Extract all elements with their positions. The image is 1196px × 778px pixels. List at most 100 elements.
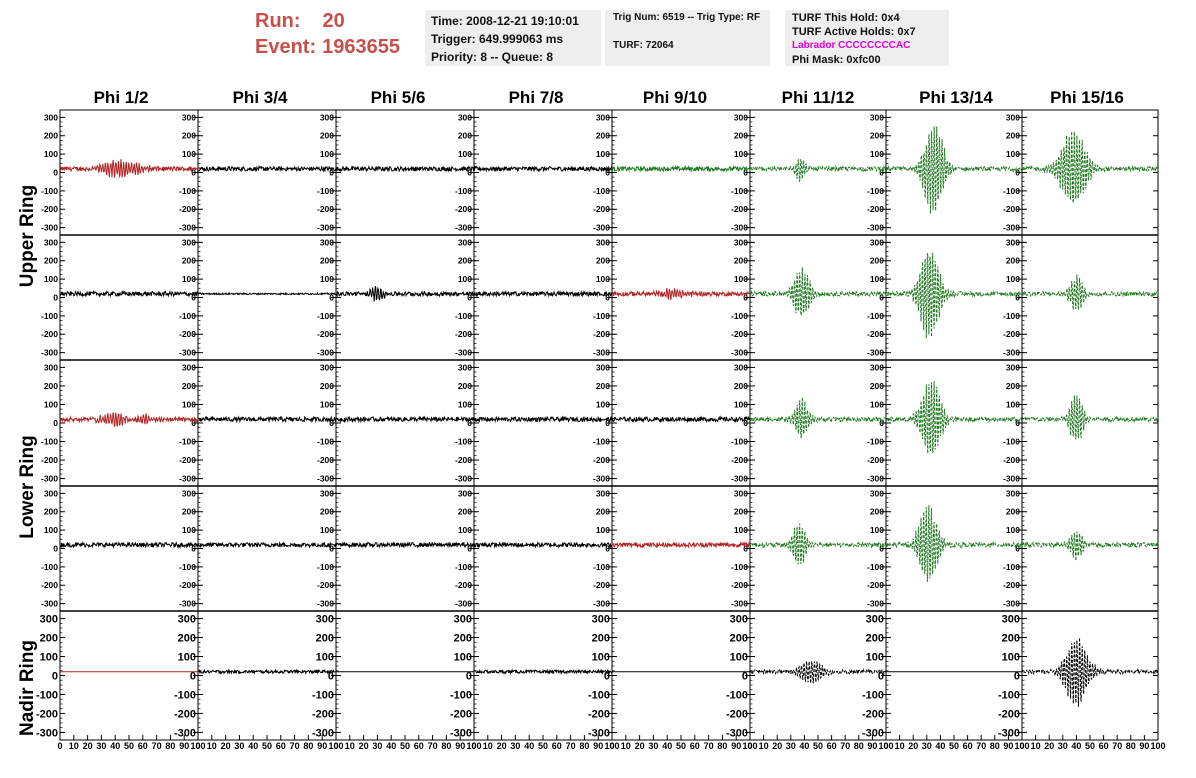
y-tick-label: -200 — [317, 204, 334, 214]
column-label-phi-9-10: Phi 9/10 — [642, 88, 708, 107]
y-tick-label: -300 — [179, 474, 196, 484]
waveform-trace-r1-c6 — [885, 252, 1023, 339]
y-tick-label: -200 — [731, 329, 748, 339]
y-tick-label: 100 — [866, 651, 884, 663]
turf-text: TURF: 72064 — [613, 40, 674, 51]
waveform-trace-r2-c4 — [611, 415, 751, 424]
x-tick-label: 70 — [976, 741, 986, 751]
x-tick-label: 30 — [648, 741, 658, 751]
x-tick-label: 90 — [317, 741, 327, 751]
y-tick-label: 0 — [191, 543, 196, 553]
y-tick-label: -200 — [455, 204, 472, 214]
y-tick-label: -200 — [731, 455, 748, 465]
y-tick-label: -100 — [593, 437, 610, 447]
y-tick-label: -200 — [867, 204, 884, 214]
y-tick-label: 200 — [178, 632, 196, 644]
x-tick-label: 20 — [635, 741, 645, 751]
y-tick-label: 0 — [52, 670, 58, 682]
column-label-phi-15-16: Phi 15/16 — [1050, 88, 1124, 107]
x-tick-label: 100 — [1014, 741, 1029, 751]
plot-panel-frame — [473, 485, 613, 612]
y-tick-label: 300 — [44, 488, 58, 498]
y-tick-label: -200 — [731, 580, 748, 590]
y-tick-label: 300 — [182, 112, 196, 122]
y-tick-label: -200 — [593, 455, 610, 465]
plot-panel-frame — [1021, 234, 1159, 361]
y-tick-label: -100 — [862, 689, 884, 701]
y-tick-label: 0 — [879, 543, 884, 553]
x-tick-label: 70 — [566, 741, 576, 751]
y-tick-label: -300 — [317, 348, 334, 358]
y-tick-label: -200 — [455, 580, 472, 590]
y-tick-label: 100 — [458, 399, 472, 409]
y-tick-label: 300 — [454, 613, 472, 625]
plot-panel-frame — [611, 485, 751, 612]
y-tick-label: 300 — [1002, 613, 1020, 625]
y-tick-label: 100 — [1002, 651, 1020, 663]
waveform-trace-r3-c3 — [474, 541, 613, 549]
y-tick-label: -100 — [41, 186, 58, 196]
x-tick-label: 0 — [195, 741, 200, 751]
x-tick-label: 60 — [827, 741, 837, 751]
x-tick-label: 60 — [690, 741, 700, 751]
y-tick-label: 100 — [1006, 525, 1020, 535]
y-tick-label: 100 — [182, 149, 196, 159]
y-tick-label: 300 — [596, 362, 610, 372]
y-tick-label: -100 — [41, 437, 58, 447]
y-tick-label: 100 — [870, 274, 884, 284]
waveform-trace-r3-c0 — [59, 540, 199, 549]
plot-panel-frame — [885, 359, 1023, 487]
x-tick-label: 60 — [276, 741, 286, 751]
y-tick-label: -300 — [174, 727, 196, 739]
plot-panel-frame — [1021, 359, 1159, 487]
y-tick-label: 0 — [1015, 167, 1020, 177]
y-tick-label: -200 — [317, 580, 334, 590]
x-tick-label: 100 — [742, 741, 757, 751]
x-tick-label: 40 — [524, 741, 534, 751]
run-row: Run: 20 — [255, 8, 400, 34]
y-tick-label: -100 — [179, 437, 196, 447]
y-tick-label: -300 — [1003, 223, 1020, 233]
y-tick-label: 200 — [316, 632, 334, 644]
x-tick-label: 90 — [593, 741, 603, 751]
x-tick-label: 80 — [1126, 741, 1136, 751]
y-tick-label: -300 — [41, 223, 58, 233]
y-tick-label: -200 — [41, 455, 58, 465]
y-tick-label: 300 — [320, 362, 334, 372]
plot-panel-frame — [59, 359, 199, 487]
x-tick-label: 50 — [400, 741, 410, 751]
y-tick-label: 300 — [1006, 362, 1020, 372]
plot-panel-frame — [611, 610, 751, 741]
x-tick-label: 10 — [895, 741, 905, 751]
y-tick-label: 100 — [458, 274, 472, 284]
y-tick-label: 200 — [458, 131, 472, 141]
y-tick-label: -300 — [455, 474, 472, 484]
y-tick-label: 200 — [870, 507, 884, 517]
x-tick-label: 30 — [1058, 741, 1068, 751]
y-tick-label: 100 — [458, 525, 472, 535]
y-tick-label: -300 — [1003, 348, 1020, 358]
x-tick-label: 50 — [676, 741, 686, 751]
x-tick-label: 20 — [221, 741, 231, 751]
plot-panel-frame — [1021, 109, 1159, 236]
y-tick-label: 100 — [454, 651, 472, 663]
y-tick-label: 200 — [182, 507, 196, 517]
y-tick-label: 200 — [182, 131, 196, 141]
y-tick-label: -200 — [41, 204, 58, 214]
y-tick-label: 200 — [730, 632, 748, 644]
turf-active-holds-text: TURF Active Holds: 0x7 — [792, 26, 916, 38]
y-tick-label: -200 — [41, 329, 58, 339]
y-tick-label: 0 — [191, 167, 196, 177]
plot-panel-frame — [1021, 485, 1159, 612]
y-tick-label: 200 — [870, 131, 884, 141]
y-tick-label: 100 — [40, 651, 58, 663]
y-tick-label: 100 — [734, 149, 748, 159]
waveform-trace-r2-c1 — [197, 415, 337, 424]
y-tick-label: -300 — [593, 223, 610, 233]
plot-panel-frame — [749, 109, 887, 236]
phi-mask-text: Phi Mask: 0xfc00 — [792, 54, 881, 66]
x-tick-label: 60 — [414, 741, 424, 751]
y-tick-label: 300 — [320, 237, 334, 247]
y-tick-label: 200 — [734, 256, 748, 266]
x-tick-label: 30 — [786, 741, 796, 751]
